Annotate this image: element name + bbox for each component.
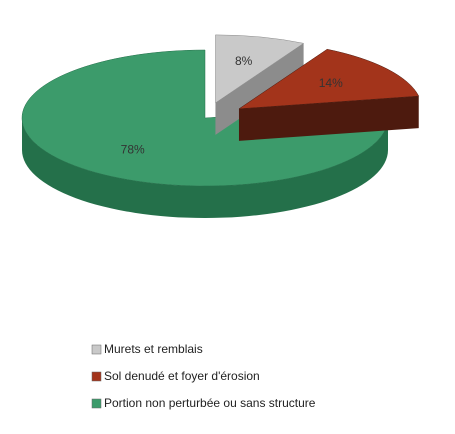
data-label: 14% xyxy=(319,76,343,90)
legend-label: Sol denudé et foyer d'érosion xyxy=(104,369,260,383)
slice-wall xyxy=(22,118,388,218)
legend-label: Murets et remblais xyxy=(104,342,203,356)
slice xyxy=(238,48,420,110)
data-label: 78% xyxy=(121,143,145,157)
slice xyxy=(215,34,305,104)
slice xyxy=(21,49,389,187)
data-label: 8% xyxy=(235,54,253,68)
legend-label: Portion non perturbée ou sans structure xyxy=(104,396,316,410)
legend-swatch xyxy=(91,344,102,355)
legend-swatch xyxy=(91,371,102,382)
slice-side xyxy=(215,43,304,135)
legend-swatch xyxy=(91,398,102,409)
slice-side xyxy=(238,96,419,141)
